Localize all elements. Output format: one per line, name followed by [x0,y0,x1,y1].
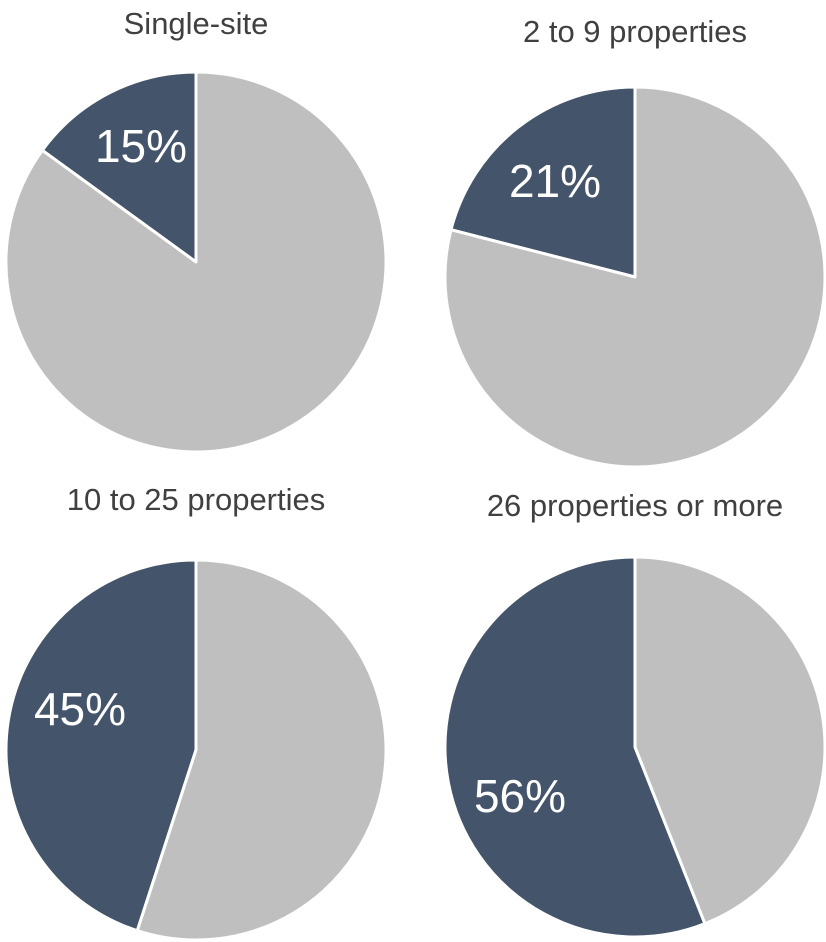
pie-slice-highlight [4,558,198,933]
pie-slice-remainder [633,555,826,926]
pie-slice-highlight [40,70,198,264]
slice-percent-label: 15% [95,120,187,172]
slice-percent-label: 21% [509,155,601,207]
pie-slice-remainder [135,558,388,942]
pie-title: Single-site [123,6,269,41]
pie-slice-remainder [4,70,388,454]
slice-percent-label: 45% [34,683,126,735]
pie-title: 10 to 25 properties [66,482,326,517]
pie-slice-highlight [443,555,707,939]
pie-slice-remainder [443,85,826,469]
pie-slice-highlight [449,85,637,279]
pie-title: 26 properties or more [486,488,784,523]
pie-title: 2 to 9 properties [522,14,748,49]
slice-percent-label: 56% [474,770,566,822]
